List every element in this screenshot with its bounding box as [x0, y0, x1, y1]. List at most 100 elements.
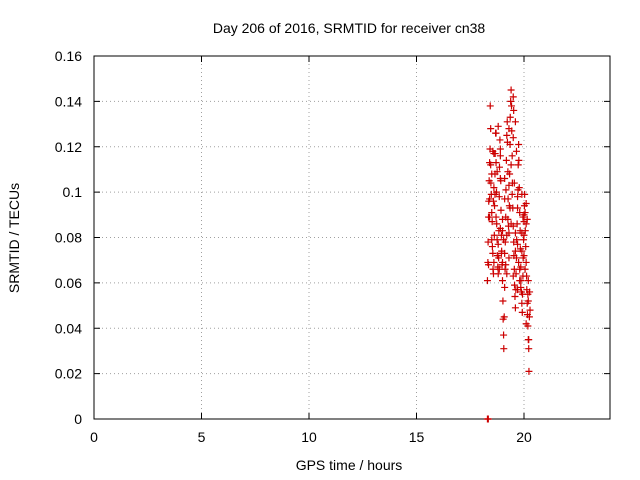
data-point	[501, 195, 509, 203]
data-point	[515, 156, 523, 164]
data-point	[499, 297, 507, 305]
data-point	[501, 175, 509, 183]
data-point	[503, 231, 511, 239]
data-point	[518, 190, 526, 198]
data-point	[525, 345, 533, 353]
data-point	[505, 181, 513, 189]
y-tick-label: 0	[74, 411, 82, 427]
grid	[94, 56, 610, 419]
data-point	[488, 243, 496, 251]
data-point	[514, 204, 522, 212]
data-point	[490, 258, 498, 266]
x-tick-label: 0	[90, 429, 98, 445]
data-point	[492, 129, 500, 137]
data-point	[488, 209, 496, 217]
x-axis: 0 5 10 15 20	[90, 56, 532, 445]
data-point	[508, 152, 516, 160]
data-point	[500, 331, 508, 339]
data-point	[524, 297, 532, 305]
data-point	[500, 345, 508, 353]
data-point	[493, 220, 501, 228]
data-point	[525, 367, 533, 375]
data-point	[522, 243, 530, 251]
data-point	[518, 247, 526, 255]
data-point	[508, 102, 516, 110]
chart-title: Day 206 of 2016, SRMTID for receiver cn3…	[213, 20, 486, 36]
data-point	[510, 106, 518, 114]
data-point	[515, 140, 523, 148]
data-point	[494, 122, 502, 130]
x-axis-label: GPS time / hours	[296, 457, 403, 473]
data-point	[486, 195, 494, 203]
data-point	[485, 261, 493, 269]
y-tick-label: 0.12	[55, 139, 82, 155]
data-point	[488, 218, 496, 226]
data-point	[502, 186, 510, 194]
data-point	[520, 252, 528, 260]
data-point	[501, 283, 509, 291]
data-point	[490, 184, 498, 192]
data-point	[484, 415, 492, 423]
y-axis-label: SRMTID / TECUs	[6, 183, 22, 293]
plot-frame	[93, 55, 611, 420]
data-point	[507, 97, 515, 105]
data-point	[513, 236, 521, 244]
data-point	[518, 308, 526, 316]
data-point	[490, 231, 498, 239]
data-point	[515, 184, 523, 192]
data-point	[487, 179, 495, 187]
data-point	[525, 336, 533, 344]
data-point	[516, 277, 524, 285]
data-point	[486, 213, 494, 221]
data-point	[483, 277, 491, 285]
data-point	[493, 168, 501, 176]
data-point	[497, 249, 505, 257]
x-tick-label: 20	[516, 429, 532, 445]
data-point	[489, 249, 497, 257]
data-point	[505, 125, 513, 133]
data-point	[525, 313, 533, 321]
data-point	[509, 93, 517, 101]
y-tick-label: 0.06	[55, 275, 82, 291]
data-point	[505, 254, 513, 262]
data-points	[483, 86, 534, 423]
data-point	[514, 193, 522, 201]
data-point	[497, 206, 505, 214]
data-point	[488, 170, 496, 178]
data-point	[503, 270, 511, 278]
data-point	[517, 283, 525, 291]
data-point	[520, 211, 528, 219]
data-point	[488, 236, 496, 244]
data-point	[492, 213, 500, 221]
data-point	[500, 313, 508, 321]
x-tick-label: 15	[409, 429, 425, 445]
data-point	[496, 136, 504, 144]
data-point	[506, 113, 514, 121]
data-point	[506, 204, 514, 212]
data-point	[507, 161, 515, 169]
data-point	[510, 179, 518, 187]
data-point	[502, 156, 510, 164]
y-tick-label: 0.02	[55, 366, 82, 382]
data-point	[512, 147, 520, 155]
data-point	[484, 238, 492, 246]
y-tick-label: 0.16	[55, 48, 82, 64]
data-point	[518, 229, 526, 237]
y-tick-label: 0.1	[63, 184, 83, 200]
data-point	[502, 261, 510, 269]
data-point	[506, 140, 514, 148]
data-point	[511, 281, 519, 289]
data-point	[489, 147, 497, 155]
data-point	[494, 270, 502, 278]
data-point	[508, 190, 516, 198]
data-point	[495, 254, 503, 262]
data-point	[514, 161, 522, 169]
y-tick-label: 0.08	[55, 230, 82, 246]
data-point	[491, 202, 499, 210]
data-point	[487, 125, 495, 133]
data-point	[495, 193, 503, 201]
data-point	[512, 254, 520, 262]
data-point	[509, 272, 517, 280]
data-point	[521, 265, 529, 273]
